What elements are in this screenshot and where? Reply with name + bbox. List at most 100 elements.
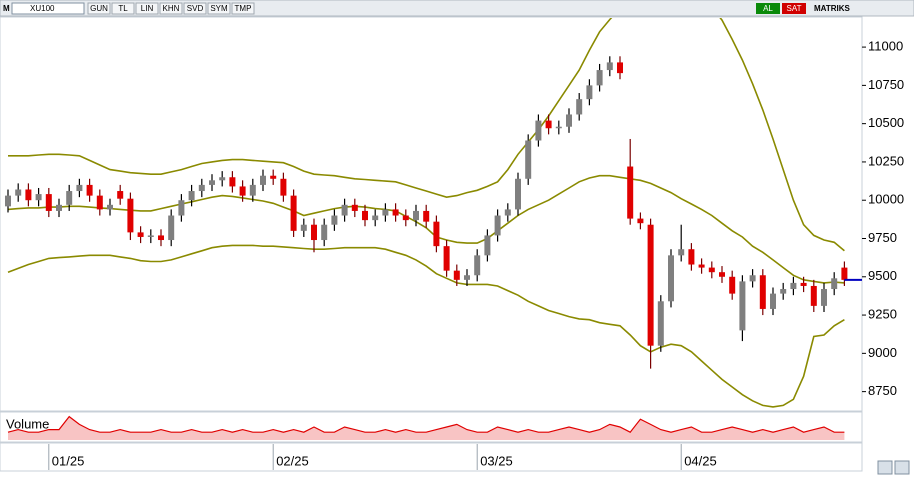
volume-area	[8, 416, 845, 440]
candle-body	[158, 235, 164, 241]
candle-body	[229, 177, 236, 187]
candle-body	[117, 191, 124, 199]
candle-body	[790, 282, 797, 290]
toolbar-button[interactable]	[183, 2, 207, 15]
y-tick-label: 10750	[868, 77, 904, 92]
toolbar-button[interactable]	[159, 2, 183, 15]
candle-body	[413, 210, 419, 221]
candle-body	[494, 215, 501, 236]
candle-body	[249, 184, 256, 196]
candle-body	[5, 195, 11, 207]
candle-body	[392, 209, 399, 216]
candle-body	[362, 210, 368, 221]
volume-title: Volume	[6, 416, 49, 431]
candle-body	[668, 255, 674, 302]
candle-body	[698, 264, 705, 268]
candle-body	[433, 221, 440, 247]
candle-body	[504, 209, 511, 216]
candle-body	[147, 235, 154, 237]
candle-body	[321, 224, 328, 241]
x-tick-label: 04/25	[684, 453, 717, 468]
candle-body	[178, 200, 185, 216]
candle-body	[56, 204, 62, 211]
symbol-box	[11, 2, 85, 15]
candle-body	[708, 267, 715, 273]
candle-body	[127, 198, 134, 233]
zoom-button[interactable]	[894, 460, 910, 475]
candle-body	[821, 289, 827, 306]
candle-body	[810, 285, 817, 306]
candle-body	[168, 215, 175, 241]
toolbar-button[interactable]	[111, 2, 135, 15]
action-button[interactable]	[782, 3, 806, 14]
toolbar-button[interactable]	[231, 2, 255, 15]
candle-body	[770, 293, 776, 309]
candle-body	[402, 215, 409, 221]
toolbar-button[interactable]	[135, 2, 159, 15]
toolbar-button-label: KHN	[163, 4, 180, 13]
candle-body	[841, 267, 848, 280]
toolbar-button-label: LIN	[141, 4, 154, 13]
candle-body	[66, 191, 73, 205]
candle-body	[311, 224, 317, 241]
plot-area	[5, 18, 848, 408]
y-tick-label: 10500	[868, 115, 904, 130]
candle-body	[372, 215, 379, 221]
candle-body	[606, 62, 613, 71]
candle-body	[759, 275, 766, 309]
candle-body	[586, 85, 593, 100]
y-tick-label: 9000	[868, 345, 897, 360]
candle-body	[800, 282, 807, 286]
y-tick-label: 11000	[868, 39, 903, 54]
candle-body	[647, 224, 654, 346]
candle-body	[290, 195, 297, 231]
candle-body	[566, 114, 572, 127]
candle-body	[239, 186, 246, 196]
candle-body	[35, 194, 42, 201]
candle-body	[137, 232, 144, 237]
toolbar-button-label: TMP	[235, 4, 252, 13]
candle-body	[515, 178, 521, 210]
action-label: SAT	[787, 4, 802, 13]
candle-body	[484, 235, 491, 256]
candle-body	[188, 191, 195, 201]
x-tick-label: 02/25	[276, 453, 309, 468]
candle-body	[331, 215, 338, 225]
volume-line	[7, 415, 845, 433]
band-line	[7, 244, 845, 408]
candle-body	[341, 204, 348, 216]
candle-body	[280, 178, 287, 196]
y-tick-label: 9500	[868, 268, 897, 283]
y-tick-label: 10000	[868, 192, 904, 207]
symbol: XU100	[30, 4, 55, 13]
candle-body	[96, 195, 103, 210]
candle-body	[688, 249, 695, 265]
date-axis-frame	[0, 442, 863, 472]
candle-body	[25, 189, 32, 201]
candle-body	[780, 289, 787, 294]
candle-body	[729, 276, 736, 294]
toolbar-button-label: SVD	[187, 4, 204, 13]
candle-body	[107, 204, 113, 210]
toolbar-button[interactable]	[207, 2, 231, 15]
action-button[interactable]	[756, 3, 780, 14]
candle-body	[86, 184, 93, 196]
candle-body	[15, 189, 22, 196]
candle-body	[719, 272, 725, 277]
toolbar-button-label: TL	[118, 4, 128, 13]
volume-frame	[0, 411, 863, 443]
refresh-button[interactable]	[877, 460, 893, 475]
plot-frame	[0, 16, 863, 412]
toolbar-button[interactable]	[87, 2, 111, 15]
band-line	[7, 174, 845, 284]
candle-body	[535, 120, 542, 141]
candle-body	[678, 249, 685, 256]
candle-body	[443, 246, 450, 271]
x-tick-label: 03/25	[480, 453, 513, 468]
candle-body	[382, 209, 389, 216]
candle-body	[474, 255, 481, 276]
candle-body	[637, 218, 644, 224]
logo: M	[3, 4, 10, 13]
